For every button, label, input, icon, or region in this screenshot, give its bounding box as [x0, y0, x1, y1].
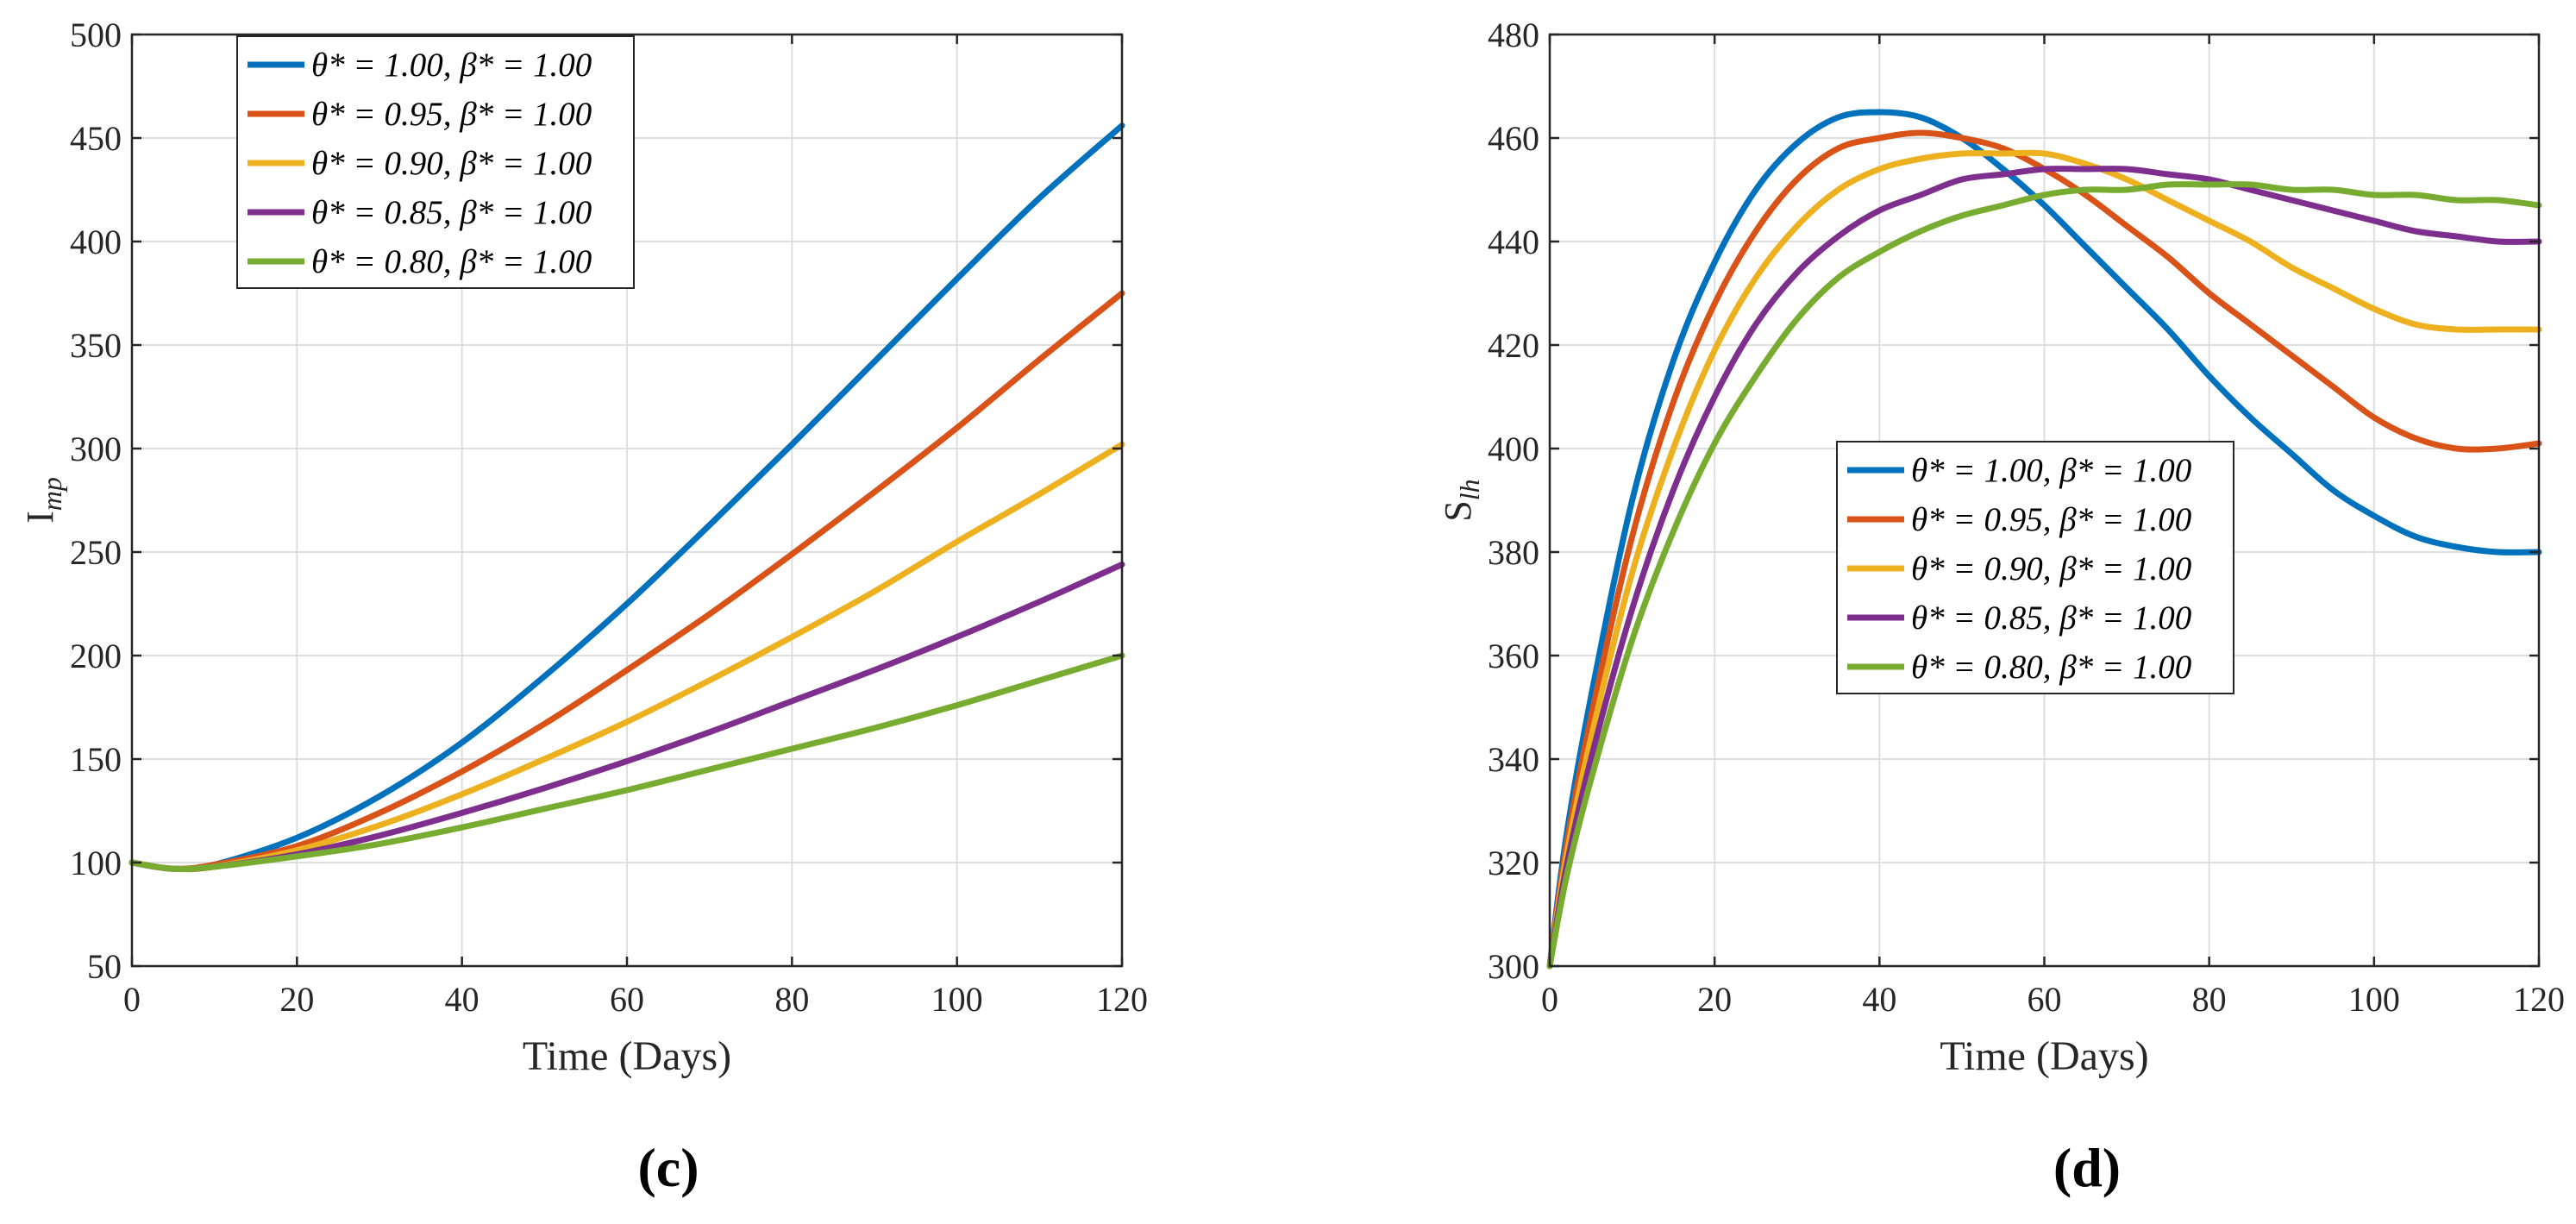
x-tick-label: 0 [1541, 980, 1558, 1019]
y-tick-label: 320 [1488, 844, 1539, 882]
legend: θ* = 1.00, β* = 1.00 θ* = 0.95, β* = 1.00… [1836, 441, 2234, 694]
legend-entry-4: θ* = 0.85, β* = 1.00 [311, 194, 592, 231]
y-tick-label: 380 [1488, 533, 1539, 572]
panel-label: (c) [637, 1137, 699, 1198]
series-line-3 [1546, 149, 2542, 970]
axes: 0 20 40 60 80 100 120 300 320 340 360 380 400 420 440 4… [1488, 16, 2565, 1019]
x-tick-label: 60 [610, 980, 644, 1019]
series-line-2 [1546, 129, 2542, 970]
legend-entry-3: θ* = 0.90, β* = 1.00 [311, 145, 592, 182]
y-tick-label: 400 [1488, 430, 1539, 468]
y-tick-label: 480 [1488, 16, 1539, 54]
legend-entry-3: θ* = 0.90, β* = 1.00 [1911, 550, 2191, 587]
x-tick-label: 120 [1096, 980, 1148, 1019]
x-tick-label: 100 [2348, 980, 2400, 1019]
series-line-5 [1546, 181, 2542, 970]
y-tick-label: 300 [70, 430, 122, 468]
chart-panel-c: 0 20 40 60 80 100 120 50 100 150 200 250 300 350 400 45… [19, 16, 1148, 1198]
y-tick-label: 50 [87, 947, 122, 986]
x-tick-label: 40 [1862, 980, 1896, 1019]
series-line-4 [1546, 166, 2542, 970]
y-tick-label: 400 [70, 223, 122, 261]
y-axis-label: Slh [1437, 479, 1485, 521]
y-tick-label: 150 [70, 740, 122, 779]
x-tick-label: 80 [2192, 980, 2227, 1019]
series-lines [1546, 109, 2542, 970]
x-tick-label: 40 [445, 980, 479, 1019]
legend-entry-5: θ* = 0.80, β* = 1.00 [1911, 649, 2191, 686]
y-tick-label: 460 [1488, 119, 1539, 158]
x-axis-label: Time (Days) [1940, 1033, 2148, 1079]
legend-entry-1: θ* = 1.00, β* = 1.00 [1911, 452, 2191, 489]
chart-panel-d: 0 20 40 60 80 100 120 300 320 340 360 380 400 420 440 4… [1437, 16, 2565, 1198]
y-tick-label: 360 [1488, 637, 1539, 675]
y-tick-label: 200 [70, 637, 122, 675]
y-tick-label: 250 [70, 533, 122, 572]
series-line-5 [128, 652, 1125, 872]
x-tick-label: 0 [123, 980, 141, 1019]
y-tick-label: 350 [70, 326, 122, 365]
legend-entry-5: θ* = 0.80, β* = 1.00 [311, 243, 592, 280]
y-tick-label: 100 [70, 844, 122, 882]
x-axis-label: Time (Days) [523, 1033, 731, 1079]
legend-entry-2: θ* = 0.95, β* = 1.00 [1911, 501, 2191, 538]
series-line-1 [128, 122, 1125, 872]
x-tick-label: 100 [931, 980, 983, 1019]
x-tick-label: 20 [1697, 980, 1732, 1019]
y-axis-label: Imp [19, 477, 67, 524]
legend-entry-1: θ* = 1.00, β* = 1.00 [311, 47, 592, 84]
x-tick-label: 80 [774, 980, 809, 1019]
x-tick-label: 20 [279, 980, 314, 1019]
legend-entry-4: θ* = 0.85, β* = 1.00 [1911, 599, 2191, 637]
y-tick-label: 500 [70, 16, 122, 54]
axes: 0 20 40 60 80 100 120 50 100 150 200 250 300 350 400 45… [70, 16, 1148, 1019]
series-lines [128, 122, 1125, 873]
y-tick-label: 450 [70, 119, 122, 158]
panel-label: (d) [2053, 1137, 2121, 1198]
x-tick-label: 60 [2028, 980, 2062, 1019]
y-tick-label: 340 [1488, 740, 1539, 779]
x-tick-label: 120 [2513, 980, 2565, 1019]
legend-entry-2: θ* = 0.95, β* = 1.00 [311, 96, 592, 133]
legend: θ* = 1.00, β* = 1.00 θ* = 0.95, β* = 1.00… [236, 35, 635, 289]
y-tick-label: 420 [1488, 326, 1539, 365]
y-tick-label: 440 [1488, 223, 1539, 261]
y-tick-label: 300 [1488, 947, 1539, 986]
